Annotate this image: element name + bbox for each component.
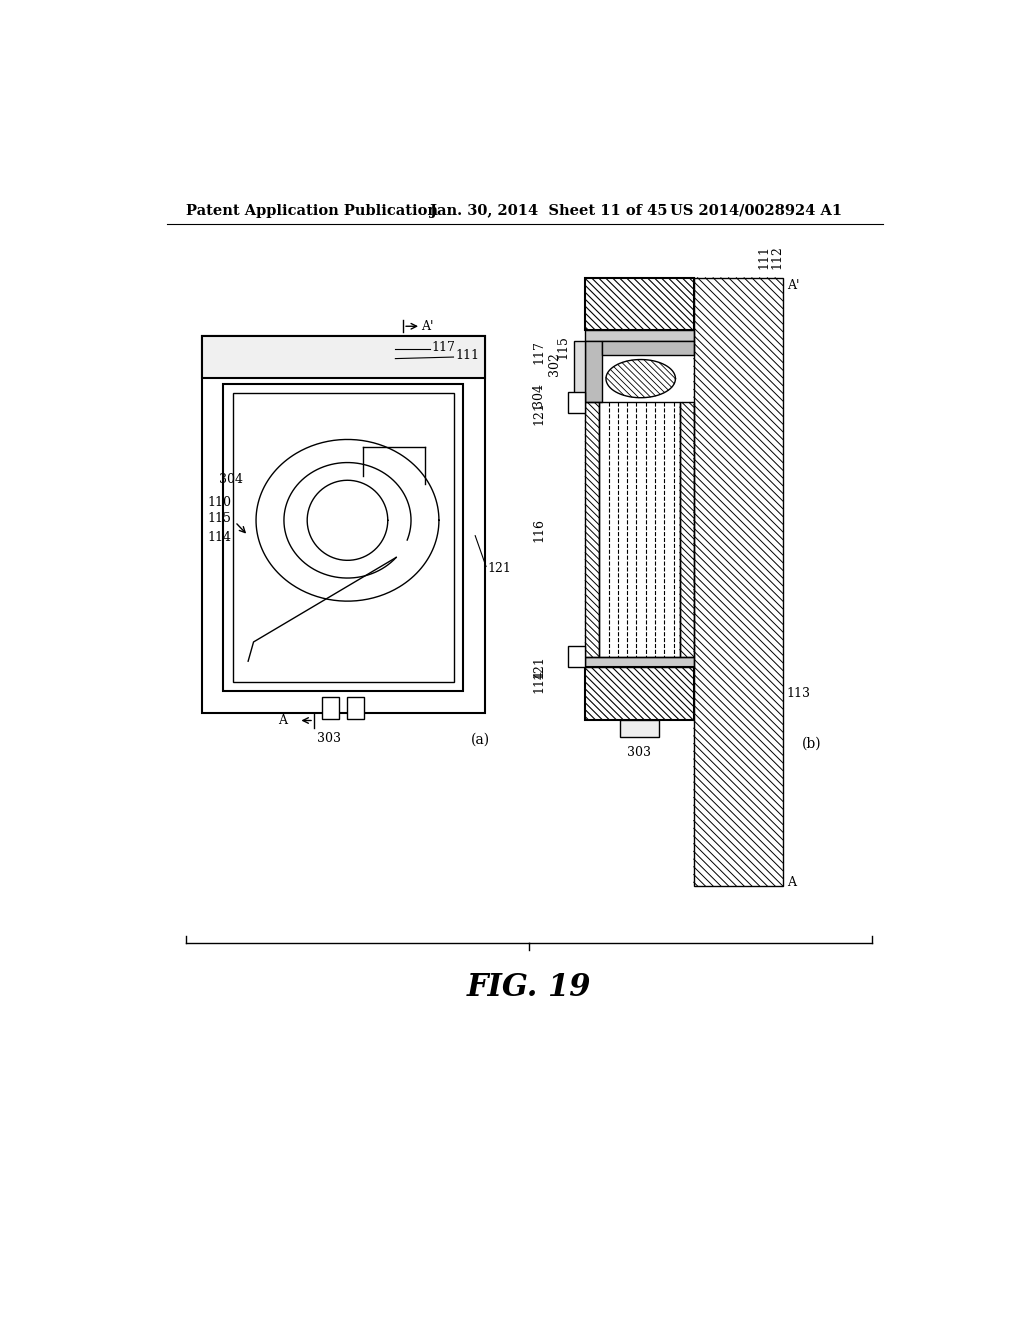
Text: A: A — [786, 875, 796, 888]
Text: 114: 114 — [532, 669, 545, 693]
Bar — [599, 403, 680, 656]
Text: 303: 303 — [628, 746, 651, 759]
Text: 114: 114 — [207, 531, 231, 544]
Text: A': A' — [786, 279, 800, 292]
Bar — [568, 645, 586, 668]
Bar — [586, 330, 693, 341]
Bar — [347, 697, 364, 719]
Text: 117: 117 — [432, 341, 456, 354]
Text: 302: 302 — [548, 352, 561, 376]
Text: 116: 116 — [532, 517, 545, 541]
Bar — [586, 656, 693, 668]
Text: US 2014/0028924 A1: US 2014/0028924 A1 — [671, 203, 843, 218]
Text: 121: 121 — [532, 401, 545, 425]
Bar — [586, 403, 599, 656]
Text: 113: 113 — [786, 686, 811, 700]
Text: 117: 117 — [532, 341, 545, 364]
Polygon shape — [606, 359, 676, 397]
Bar — [232, 393, 454, 682]
Bar — [202, 335, 484, 378]
Text: A': A' — [421, 319, 433, 333]
Bar — [586, 341, 602, 403]
Bar — [202, 335, 484, 713]
Bar — [602, 341, 693, 355]
Text: 111: 111 — [455, 348, 479, 362]
Bar — [323, 697, 339, 719]
Text: 111: 111 — [758, 244, 771, 268]
Text: 115: 115 — [207, 512, 231, 525]
Text: A: A — [278, 714, 287, 727]
Text: 303: 303 — [317, 733, 341, 744]
Text: Patent Application Publication: Patent Application Publication — [186, 203, 438, 218]
Bar — [680, 403, 693, 656]
Bar — [621, 719, 658, 737]
Text: (a): (a) — [471, 733, 489, 747]
Text: 110: 110 — [207, 496, 231, 510]
Text: 121: 121 — [532, 656, 545, 680]
Text: 112: 112 — [770, 244, 783, 268]
Bar — [586, 277, 693, 330]
Text: 304: 304 — [532, 383, 545, 407]
Text: FIG. 19: FIG. 19 — [467, 972, 591, 1002]
Bar — [223, 384, 463, 692]
Bar — [599, 403, 680, 656]
Text: 115: 115 — [557, 335, 569, 359]
Text: (b): (b) — [802, 737, 822, 751]
Bar — [693, 277, 783, 886]
Text: 304: 304 — [219, 473, 244, 486]
Bar — [568, 392, 586, 413]
Text: 121: 121 — [487, 562, 511, 576]
Bar — [573, 341, 586, 403]
Bar — [586, 668, 693, 719]
Text: Jan. 30, 2014  Sheet 11 of 45: Jan. 30, 2014 Sheet 11 of 45 — [430, 203, 668, 218]
